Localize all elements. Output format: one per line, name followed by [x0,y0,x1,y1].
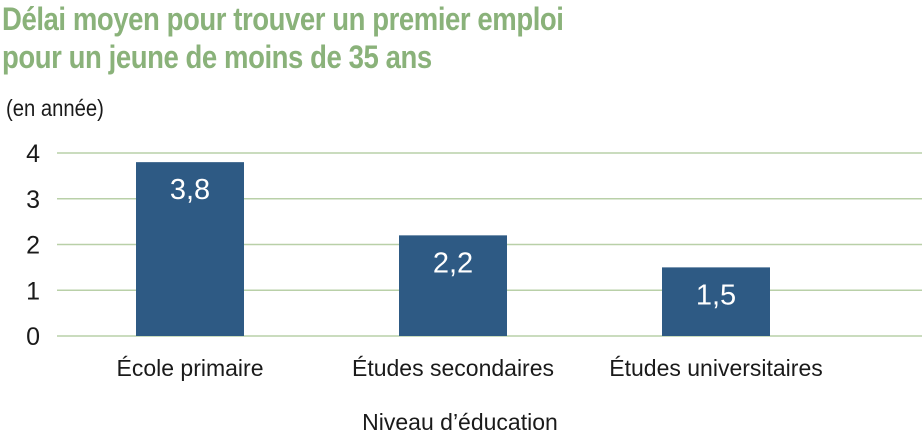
bar [136,162,244,336]
y-axis-unit-label: (en année) [6,95,104,121]
y-tick-label: 0 [26,323,40,351]
x-axis-label: Niveau d’éducation [362,409,558,432]
y-tick-label: 3 [26,186,40,214]
bar-value-label: 1,5 [696,279,736,311]
y-tick-label: 4 [26,140,40,168]
bars: 3,8 2,2 1,5 [136,162,770,336]
x-category-label: École primaire [117,355,264,381]
y-tick-label: 1 [26,277,40,305]
y-tick-label: 2 [26,232,40,260]
chart-title-line-1: Délai moyen pour trouver un premier empl… [2,1,564,37]
x-category-label: Études universitaires [609,355,823,381]
x-axis-categories: École primaire Études secondaires Études u… [117,355,823,381]
bar-value-label: 3,8 [170,174,210,206]
chart-title: Délai moyen pour trouver un premier empl… [2,0,564,76]
x-category-label: Études secondaires [352,355,554,381]
bar [399,235,507,336]
bar-value-label: 2,2 [433,247,473,279]
bar [662,267,770,336]
chart-title-line-2: pour un jeune de moins de 35 ans [2,39,432,75]
y-axis-ticks: 0 1 2 3 4 [26,140,40,351]
